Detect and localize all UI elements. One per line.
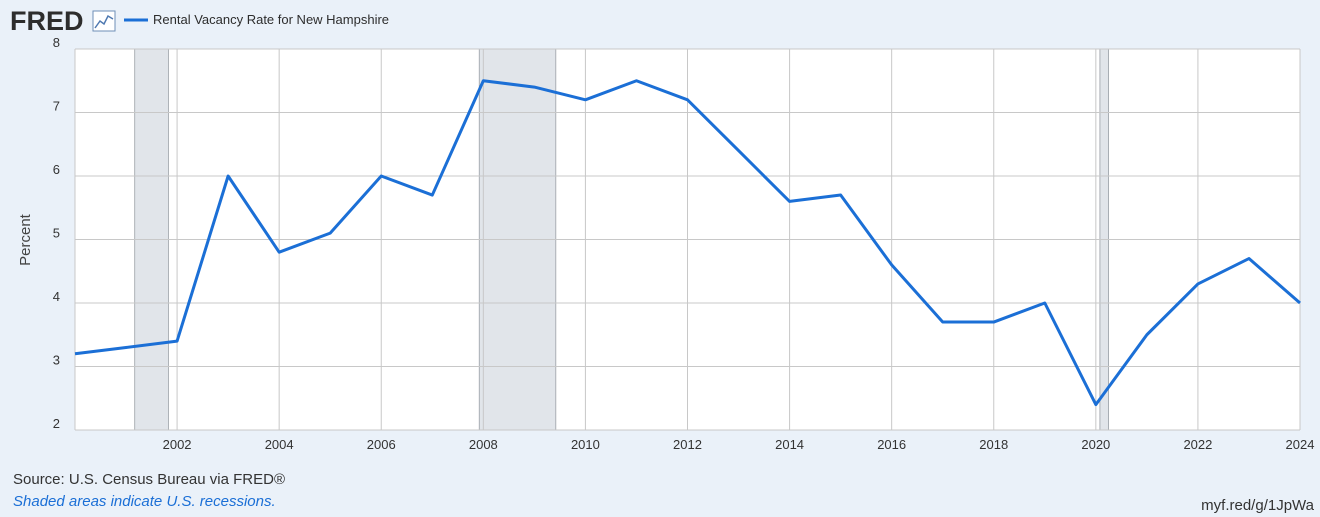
y-tick-label: 3	[53, 353, 60, 368]
x-tick-label: 2024	[1286, 437, 1315, 452]
url: myf.red/g/1JpWa	[1201, 497, 1314, 513]
source: Source: U.S. Census Bureau via FRED®	[13, 471, 285, 488]
y-tick-label: 5	[53, 226, 60, 241]
x-tick-label: 2008	[469, 437, 498, 452]
x-tick-label: 2014	[775, 437, 804, 452]
logo: FRED	[10, 6, 84, 36]
y-tick-label: 4	[53, 289, 60, 304]
x-tick-label: 2022	[1183, 437, 1212, 452]
y-tick-label: 6	[53, 162, 60, 177]
x-tick-label: 2012	[673, 437, 702, 452]
x-tick-label: 2006	[367, 437, 396, 452]
y-tick-label: 8	[53, 35, 60, 50]
x-tick-label: 2020	[1081, 437, 1110, 452]
logo-icon	[92, 10, 116, 32]
x-tick-label: 2004	[265, 437, 294, 452]
note: Shaded areas indicate U.S. recessions.	[13, 493, 276, 510]
x-tick-label: 2002	[163, 437, 192, 452]
y-tick-label: 7	[53, 99, 60, 114]
x-tick-label: 2016	[877, 437, 906, 452]
plot	[74, 48, 1301, 431]
y-tick-label: 2	[53, 416, 60, 431]
x-tick-label: 2018	[979, 437, 1008, 452]
legend-label: Rental Vacancy Rate for New Hampshire	[153, 12, 389, 27]
data-line	[74, 79, 1301, 407]
x-tick-label: 2010	[571, 437, 600, 452]
y-axis-label: Percent	[17, 213, 34, 266]
